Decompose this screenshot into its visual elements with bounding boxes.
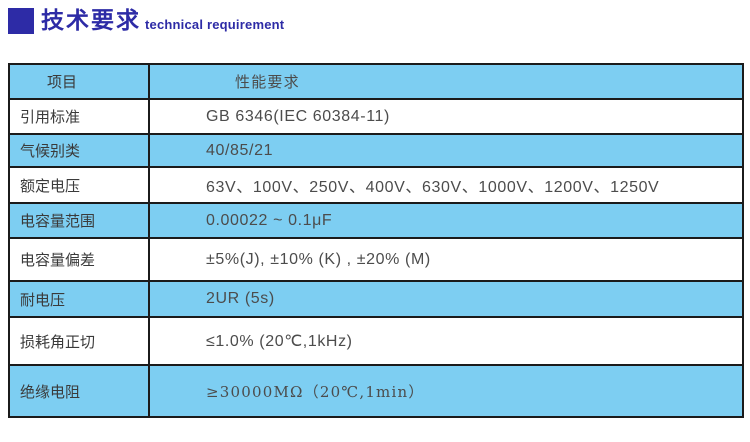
row-value: 63V、100V、250V、400V、630V、1000V、1200V、1250… [148, 166, 744, 204]
section-header: 技术要求 technical requirement [8, 7, 284, 34]
row-value: 0.00022 ~ 0.1μF [148, 202, 744, 239]
table-row-insulation-resistance: 绝缘电阻 ≥30000MΩ（20℃,1min） [8, 364, 744, 418]
row-label: 电容量偏差 [8, 237, 150, 282]
section-title-cn: 技术要求 [41, 7, 141, 33]
table-row-rated-voltage: 额定电压 63V、100V、250V、400V、630V、1000V、1200V… [8, 166, 744, 204]
row-value: 2UR (5s) [148, 280, 744, 318]
table-row-capacitance-tolerance: 电容量偏差 ±5%(J), ±10% (K) , ±20% (M) [8, 237, 744, 282]
row-value: 40/85/21 [148, 133, 744, 168]
table-header-row: 项目 性能要求 [8, 63, 744, 100]
row-value: ≥30000MΩ（20℃,1min） [148, 364, 744, 418]
row-label: 耐电压 [8, 280, 150, 318]
row-value: ≤1.0% (20℃,1kHz) [148, 316, 744, 366]
col-header-item: 项目 [8, 63, 150, 100]
row-label: 绝缘电阻 [8, 364, 150, 418]
row-label: 引用标准 [8, 98, 150, 135]
title-square-marker [8, 8, 34, 34]
technical-requirement-table: 项目 性能要求 引用标准 GB 6346(IEC 60384-11) 气候别类 … [8, 63, 744, 418]
row-label: 电容量范围 [8, 202, 150, 239]
table-row-dissipation-factor: 损耗角正切 ≤1.0% (20℃,1kHz) [8, 316, 744, 366]
row-value: ±5%(J), ±10% (K) , ±20% (M) [148, 237, 744, 282]
table-row-withstand-voltage: 耐电压 2UR (5s) [8, 280, 744, 318]
row-label: 额定电压 [8, 166, 150, 204]
col-header-requirement: 性能要求 [148, 63, 744, 100]
table-row-reference-standard: 引用标准 GB 6346(IEC 60384-11) [8, 98, 744, 135]
row-label: 损耗角正切 [8, 316, 150, 366]
row-value: GB 6346(IEC 60384-11) [148, 98, 744, 135]
section-title-en: technical requirement [145, 17, 285, 32]
table-row-climate-category: 气候别类 40/85/21 [8, 133, 744, 168]
row-label: 气候别类 [8, 133, 150, 168]
table-row-capacitance-range: 电容量范围 0.00022 ~ 0.1μF [8, 202, 744, 239]
